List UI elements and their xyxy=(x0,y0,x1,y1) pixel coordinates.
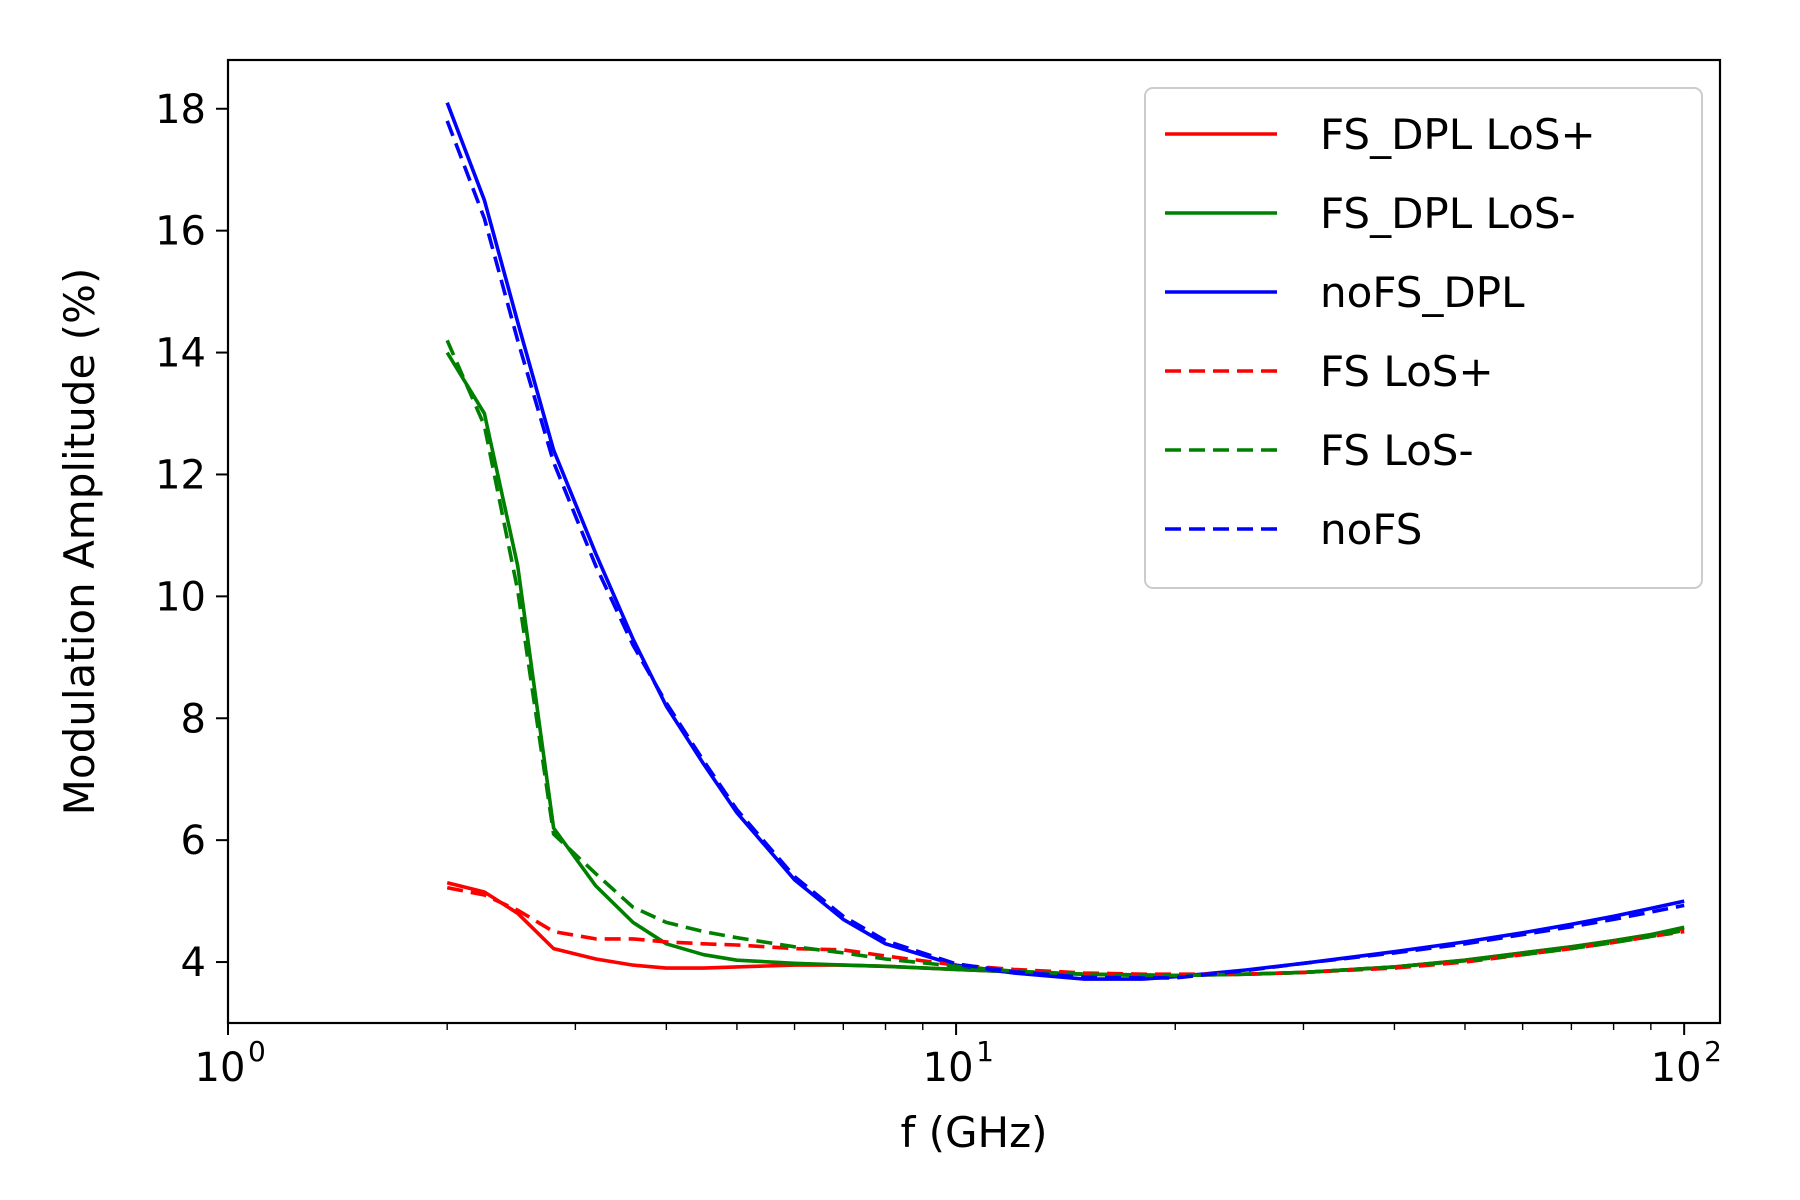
x-tick-exponent: 1 xyxy=(976,1035,994,1068)
plot-lines xyxy=(445,102,1685,981)
legend-label: FS LoS+ xyxy=(1320,347,1494,396)
legend-label: noFS xyxy=(1320,505,1422,554)
legend-box xyxy=(1144,87,1703,589)
y-tick-label: 10 xyxy=(155,574,206,620)
legend-label: noFS_DPL xyxy=(1320,268,1525,317)
series-line-6 xyxy=(445,120,1685,980)
y-tick-label: 12 xyxy=(155,452,206,498)
series-line-4 xyxy=(446,885,1685,977)
legend-label: FS LoS- xyxy=(1320,426,1474,475)
y-tick-label: 16 xyxy=(155,209,206,255)
series-line-1 xyxy=(446,881,1685,978)
x-tick-label: 10 xyxy=(1651,1045,1702,1091)
y-tick-label: 8 xyxy=(181,696,206,742)
x-tick-exponent: 2 xyxy=(1704,1035,1722,1068)
plot-frame xyxy=(226,58,1722,1025)
y-tick-label: 6 xyxy=(181,818,206,864)
legend-label: FS_DPL LoS- xyxy=(1320,189,1576,238)
y-axis-title: Modulation Amplitude (%) xyxy=(55,268,104,816)
x-tick-label: 10 xyxy=(195,1045,246,1091)
series-line-5 xyxy=(445,339,1685,978)
legend: FS_DPL LoS+ FS_DPL LoS-noFS_DPL FS LoS+ FS … xyxy=(1144,87,1703,589)
x-tick-exponent: 0 xyxy=(248,1035,266,1068)
x-axis-title: f (GHz) xyxy=(900,1108,1047,1157)
y-tick-label: 4 xyxy=(181,940,206,986)
x-tick-label: 10 xyxy=(923,1045,974,1091)
x-axis-ticks: 10 0 10 1 10 2 xyxy=(195,1023,1722,1091)
legend-label: FS_DPL LoS+ xyxy=(1320,110,1596,159)
y-tick-label: 18 xyxy=(155,87,206,133)
y-axis-ticks: 4 6 8 10 12 14 16 18 xyxy=(155,87,228,986)
y-tick-label: 14 xyxy=(155,331,206,377)
